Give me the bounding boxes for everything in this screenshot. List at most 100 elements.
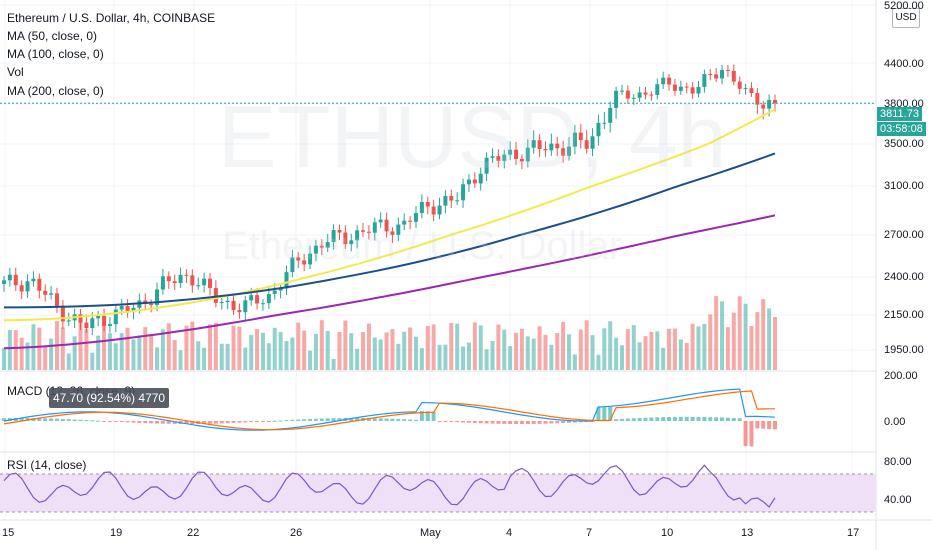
candle-body	[325, 242, 330, 248]
candle-body	[78, 314, 83, 323]
macd-histogram-bar	[278, 420, 283, 422]
candle-body	[643, 92, 648, 95]
ma50-line	[3, 108, 776, 322]
volume-bar	[207, 324, 212, 370]
volume-bar	[708, 314, 713, 370]
volume-bar	[561, 321, 566, 370]
ma100-line	[4, 152, 776, 309]
volume-bar	[190, 321, 195, 370]
macd-histogram-bar	[649, 417, 654, 421]
volume-bar	[43, 347, 48, 370]
candle-body	[225, 300, 230, 303]
legend-ma200[interactable]: MA (200, close, 0)	[7, 84, 104, 98]
macd-histogram-bar	[219, 421, 224, 424]
volume-bar	[549, 344, 554, 370]
time-label: 17	[847, 527, 860, 539]
candle-body	[737, 81, 742, 89]
macd-histogram-bar	[531, 421, 536, 424]
candle-body	[596, 122, 601, 137]
macd-histogram-bar	[678, 416, 683, 421]
macd-histogram-bar	[249, 421, 254, 423]
volume-bar	[49, 338, 54, 370]
volume-bar	[402, 331, 407, 370]
candle-body	[119, 305, 124, 310]
symbol-title[interactable]: Ethereum / U.S. Dollar, 4h, COINBASE	[7, 11, 216, 25]
volume-bar	[125, 327, 130, 370]
volume-bar	[119, 333, 124, 370]
candle-body	[490, 156, 495, 158]
candle-body	[43, 290, 48, 295]
candle-body	[619, 90, 624, 92]
candle-body	[496, 156, 501, 161]
macd-histogram-bar	[555, 421, 560, 424]
signal-line	[3, 390, 775, 431]
volume-bar	[578, 329, 583, 370]
candle-body	[555, 143, 560, 149]
macd-histogram-bar	[378, 418, 383, 421]
macd-histogram-bar	[331, 418, 336, 421]
candle-body	[166, 276, 171, 282]
candle-body	[419, 202, 424, 214]
ma200-line	[3, 214, 776, 350]
volume-bar	[743, 303, 748, 370]
candle-body	[378, 219, 383, 223]
volume-bar	[372, 337, 377, 370]
volume-bar	[519, 328, 524, 370]
candle-body	[466, 179, 471, 185]
volume-bar	[443, 344, 448, 370]
legend-ma100[interactable]: MA (100, close, 0)	[7, 47, 104, 61]
macd-histogram-bar	[743, 421, 748, 447]
candle-body	[743, 88, 748, 90]
candle-body	[578, 132, 583, 141]
candle-body	[54, 293, 59, 306]
volume-bar	[102, 322, 107, 370]
volume-bar	[690, 323, 695, 370]
volume-bar	[602, 328, 607, 370]
candle-body	[213, 287, 218, 303]
candle-body	[313, 245, 318, 254]
volume-bar	[631, 325, 636, 370]
candle-body	[602, 122, 607, 124]
candle-body	[472, 179, 477, 184]
rsi-axis-label: 80.00	[884, 456, 912, 468]
candle-body	[425, 202, 430, 207]
volume-bar	[720, 301, 725, 370]
volume-bar	[13, 330, 18, 370]
volume-bar	[637, 342, 642, 370]
volume-bar	[296, 322, 301, 370]
macd-histogram-bar	[19, 417, 24, 421]
candle-body	[502, 154, 507, 161]
candle-body	[361, 230, 366, 232]
legend-rsi[interactable]: RSI (14, close)	[7, 458, 87, 472]
candle-body	[396, 224, 401, 235]
candle-body	[672, 84, 677, 91]
price-label: 2150.00	[884, 309, 924, 321]
macd-histogram-bar	[549, 421, 554, 424]
volume-bar	[508, 346, 513, 370]
macd-histogram-bar	[125, 421, 130, 423]
macd-histogram-bar	[90, 420, 95, 422]
volume-bar	[667, 328, 672, 370]
macd-histogram-bar	[672, 416, 677, 421]
volume-bar	[490, 340, 495, 370]
macd-histogram-bar	[149, 421, 154, 424]
currency-button[interactable]: USD	[892, 8, 920, 28]
macd-histogram-bar	[708, 417, 713, 421]
time-label: 26	[290, 527, 303, 539]
legend-ma50[interactable]: MA (50, close, 0)	[7, 29, 98, 43]
macd-histogram-bar	[296, 419, 301, 421]
volume-bar	[773, 316, 777, 370]
macd-histogram-bar	[755, 421, 760, 429]
legend-vol[interactable]: Vol	[7, 65, 24, 79]
volume-bar	[767, 308, 772, 370]
macd-histogram-bar	[131, 421, 136, 423]
volume-bar	[343, 320, 348, 370]
volume-bar	[361, 332, 366, 370]
price-label: 4400.00	[884, 58, 924, 70]
time-label: 4	[506, 527, 513, 539]
candle-body	[413, 213, 418, 222]
candle-body	[384, 219, 389, 232]
last-price-badge: 3811.73	[877, 107, 922, 121]
volume-bar	[684, 342, 689, 370]
